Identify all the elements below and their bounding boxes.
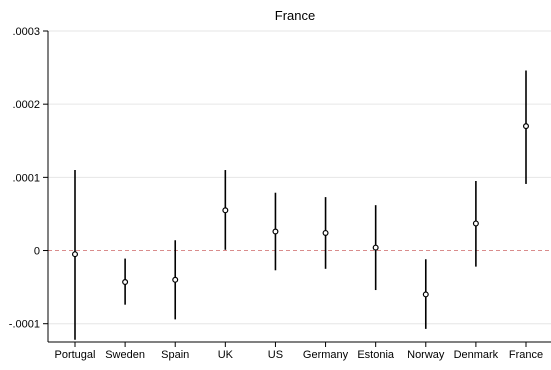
x-tick-label: UK [218, 349, 234, 361]
x-tick-label: France [509, 349, 543, 361]
x-tick-label: Estonia [357, 349, 395, 361]
estimate-marker-france [522, 123, 529, 130]
y-tick-label: -.0001 [9, 319, 40, 331]
confidence-intervals [74, 70, 527, 340]
estimate-marker-us [272, 228, 279, 235]
estimate-marker-portugal [71, 251, 78, 258]
estimate-marker-sweden [122, 278, 129, 285]
y-tick-label: 0 [34, 246, 40, 258]
estimate-marker-spain [172, 276, 179, 283]
x-tick-label: Sweden [105, 349, 145, 361]
point-estimates [71, 123, 529, 298]
x-tick-label: Norway [407, 349, 445, 361]
x-tick-label: Portugal [55, 349, 96, 361]
estimate-marker-uk [222, 207, 229, 214]
estimate-marker-germany [322, 229, 329, 236]
estimate-marker-norway [422, 291, 429, 298]
x-tick-label: US [268, 349, 283, 361]
y-tick-label: .0001 [12, 172, 40, 184]
x-tick-label: Denmark [454, 349, 499, 361]
x-tick-label: Spain [161, 349, 189, 361]
y-tick-label: .0002 [12, 99, 40, 111]
axes [43, 30, 551, 347]
y-tick-label: .0003 [12, 26, 40, 38]
chart-title: France [275, 8, 315, 23]
grid-lines [48, 30, 551, 325]
tick-labels: -.0001 0 .0001 .0002 .0003 Portugal Sweden Spai… [9, 26, 543, 361]
estimate-marker-denmark [472, 220, 479, 227]
x-tick-label: Germany [303, 349, 349, 361]
estimate-marker-estonia [372, 244, 379, 251]
